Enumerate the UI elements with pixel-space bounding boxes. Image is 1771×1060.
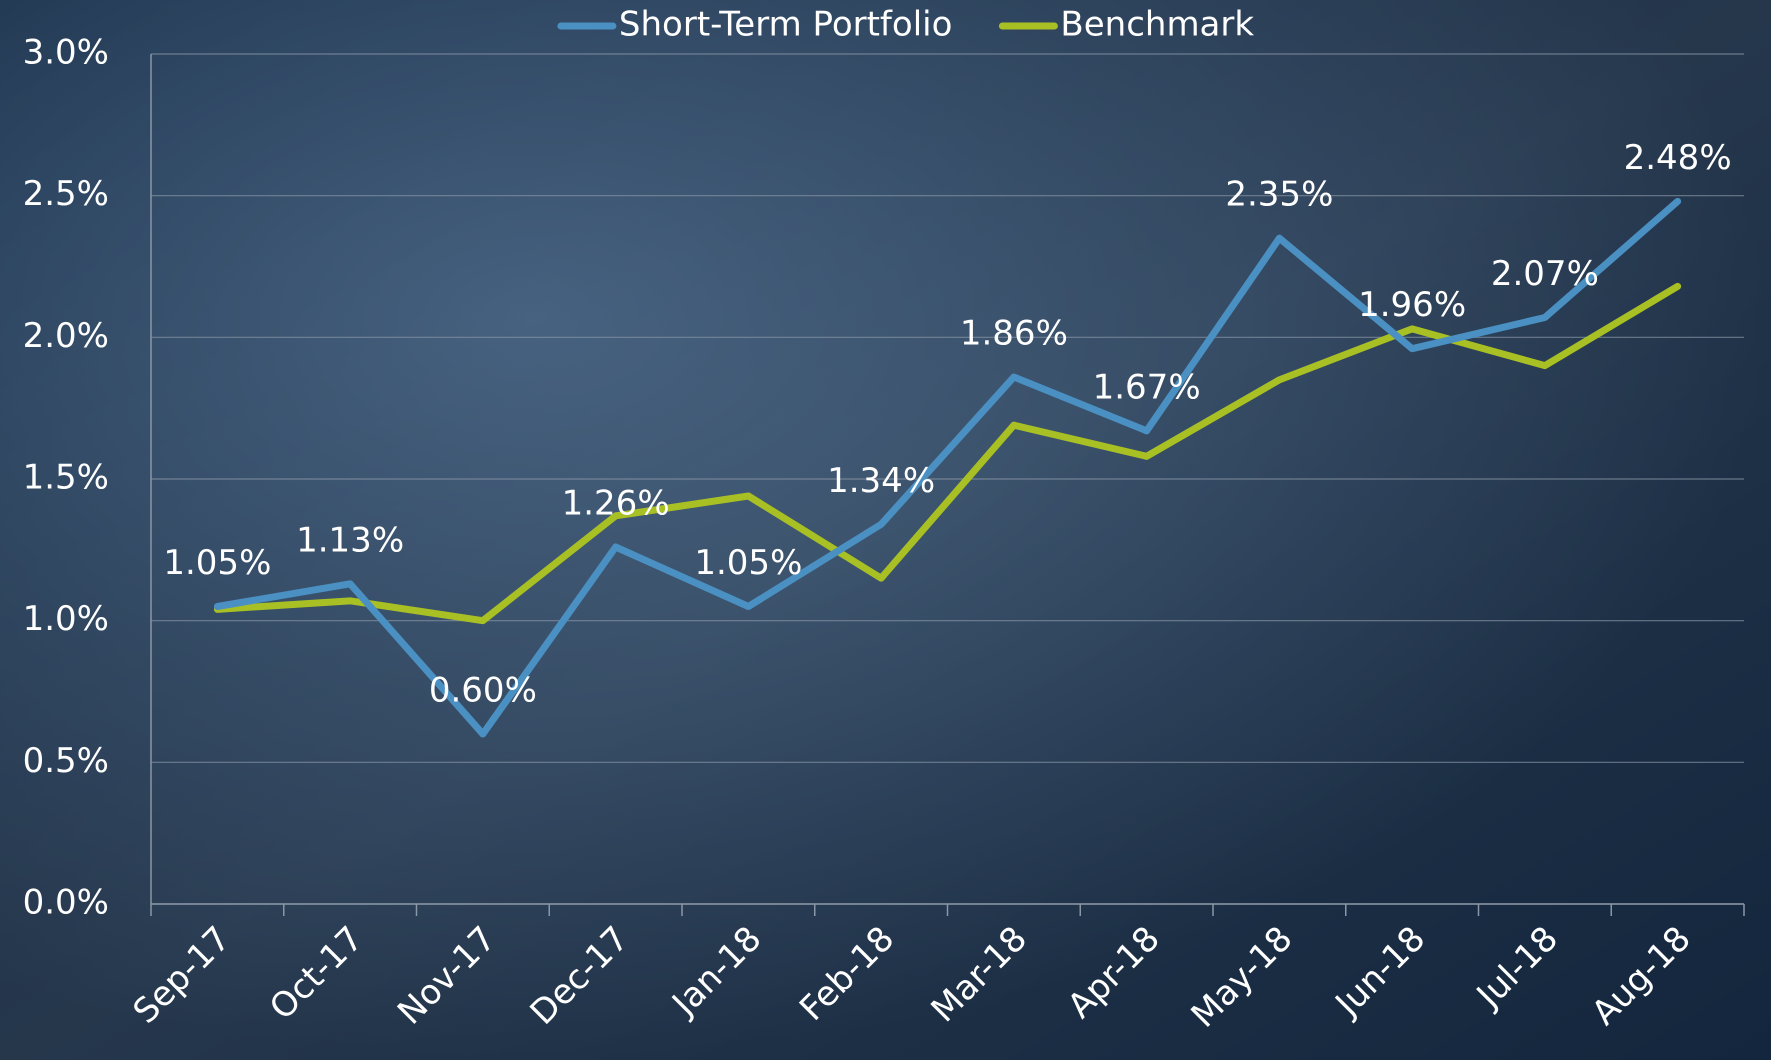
- data-label: 1.26%: [562, 484, 670, 524]
- y-tick-label: 3.0%: [23, 33, 109, 73]
- y-tick-label: 2.5%: [23, 174, 109, 214]
- legend: Short-Term Portfolio Benchmark: [557, 5, 1254, 45]
- y-tick-label: 1.0%: [23, 599, 109, 639]
- legend-label: Benchmark: [1060, 5, 1254, 45]
- series-line: [213, 197, 1682, 738]
- data-label: 2.35%: [1225, 175, 1333, 215]
- y-tick-label: 0.0%: [23, 883, 109, 923]
- legend-item: Benchmark: [998, 5, 1254, 45]
- data-label: 1.67%: [1093, 367, 1201, 407]
- data-label: 1.05%: [694, 543, 802, 583]
- data-label: 1.05%: [163, 543, 271, 583]
- y-tick-label: 2.0%: [23, 316, 109, 356]
- data-label: 2.07%: [1491, 254, 1599, 294]
- data-label: 1.13%: [296, 520, 404, 560]
- y-tick-label: 1.5%: [23, 458, 109, 498]
- legend-label: Short-Term Portfolio: [619, 5, 952, 45]
- data-label: 2.48%: [1624, 138, 1732, 178]
- data-label: 1.96%: [1358, 285, 1466, 325]
- data-label: 1.86%: [960, 314, 1068, 354]
- series-line: [213, 282, 1682, 625]
- data-label: 1.34%: [827, 461, 935, 501]
- y-tick-label: 0.5%: [23, 741, 109, 781]
- data-label: 0.60%: [429, 671, 537, 711]
- legend-item: Short-Term Portfolio: [557, 5, 952, 45]
